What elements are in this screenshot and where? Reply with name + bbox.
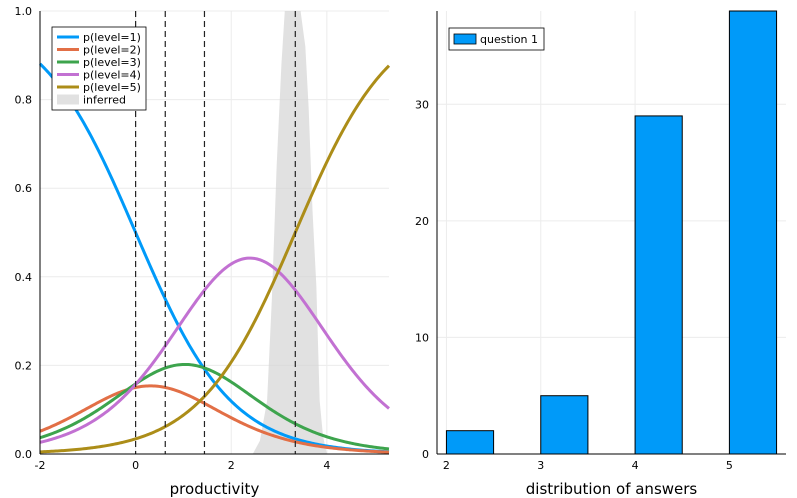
y-tick-label: 0.0 [15, 448, 33, 461]
x-tick-label: 5 [726, 459, 733, 472]
y-tick-label: 1.0 [15, 5, 33, 18]
right-legend: question 1 [448, 27, 545, 51]
curve-level-5 [39, 64, 391, 454]
x-tick-label: 0 [132, 459, 139, 472]
curve-level-1 [38, 62, 390, 454]
legend-box [448, 27, 545, 51]
left-legend: p(level=1)p(level=2)p(level=3)p(level=4)… [51, 26, 147, 111]
y-tick-label: 30 [415, 98, 429, 111]
left-x-axis-label: productivity [170, 480, 260, 498]
left-tick-labels: -2 0 2 4 0.0 0.2 0.4 0.6 0.8 1.0 [15, 5, 331, 472]
curve-level-4 [39, 256, 390, 444]
y-tick-label: 0 [422, 448, 429, 461]
x-tick-label: 2 [443, 459, 450, 472]
legend-swatch-inferred [57, 94, 79, 105]
legend-label-level-2: p(level=2) [83, 44, 141, 57]
y-tick-label: 10 [415, 331, 429, 344]
legend-label-level-3: p(level=3) [83, 56, 141, 69]
bar-answer-2 [445, 430, 495, 455]
legend-label-inferred: inferred [83, 94, 126, 107]
x-tick-label: 4 [632, 459, 639, 472]
x-tick-label: 3 [537, 459, 544, 472]
right-plot-frame [436, 11, 786, 455]
inferred-area-shape [252, 11, 327, 454]
right-tick-labels: 2 3 4 5 0 10 20 30 [415, 98, 733, 472]
legend-swatch-question-1 [453, 33, 477, 45]
y-tick-label: 0.4 [15, 271, 33, 284]
x-tick-label: -2 [35, 459, 46, 472]
bar-answer-4 [634, 115, 683, 455]
x-tick-label: 4 [323, 459, 330, 472]
legend-label-level-5: p(level=5) [83, 81, 141, 94]
curve-level-3 [39, 362, 390, 451]
legend-label-level-1: p(level=1) [83, 31, 141, 44]
legend-label-level-4: p(level=4) [83, 69, 141, 82]
bar-answer-5 [728, 10, 778, 455]
left-plot-frame [39, 11, 389, 455]
right-x-axis-label: distribution of answers [526, 480, 698, 498]
answer-bars [445, 10, 778, 455]
inferred-area [252, 11, 327, 454]
bar-answer-3 [540, 395, 589, 455]
legend-label-question-1: question 1 [480, 33, 538, 46]
y-tick-label: 0.2 [15, 359, 33, 372]
y-tick-label: 20 [415, 215, 429, 228]
curve-level-2 [39, 384, 390, 454]
probability-curves [38, 62, 391, 454]
y-tick-label: 0.6 [15, 182, 33, 195]
y-tick-label: 0.8 [15, 94, 33, 107]
x-tick-label: 2 [228, 459, 235, 472]
